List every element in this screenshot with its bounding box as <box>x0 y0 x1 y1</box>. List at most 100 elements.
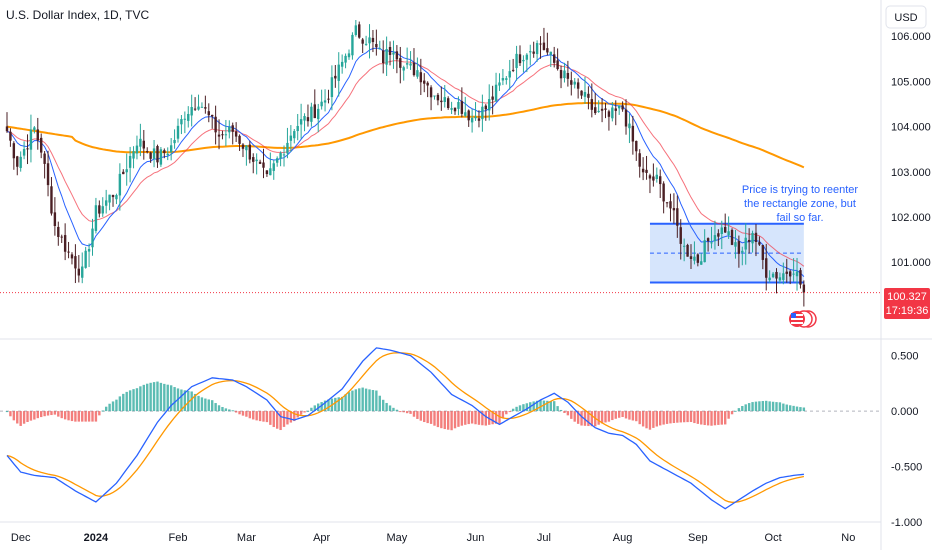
macd-histogram-bar <box>423 411 426 423</box>
candle-body <box>299 119 303 125</box>
macd-histogram-bar <box>696 411 700 424</box>
candle-body <box>146 151 149 153</box>
macd-histogram-bar <box>50 411 53 416</box>
candle-body <box>542 42 546 50</box>
macd-histogram-bar <box>19 411 22 426</box>
candle-body <box>371 37 375 43</box>
candle-body <box>156 146 159 163</box>
macd-histogram-bar <box>104 406 108 412</box>
macd-histogram-bar <box>686 411 689 423</box>
candle-body <box>607 111 611 117</box>
macd-histogram-bar <box>788 405 792 412</box>
macd-histogram-bar <box>741 405 744 412</box>
text-annotation[interactable]: Price is trying to reenter the rectangle… <box>742 184 858 224</box>
macd-histogram-bar <box>590 411 594 427</box>
macd-histogram-bar <box>416 411 419 419</box>
candle-body <box>361 39 364 44</box>
macd-histogram-bar <box>563 411 566 413</box>
candle-body <box>173 139 176 144</box>
candle-body <box>717 233 720 237</box>
macd-histogram-bar <box>672 411 676 424</box>
macd-histogram-bar <box>70 411 74 422</box>
macd-histogram-bar <box>368 389 371 412</box>
macd-histogram-bar <box>765 400 768 412</box>
candle-body <box>98 205 101 214</box>
candle-body <box>142 140 145 149</box>
candle-body <box>587 93 590 98</box>
candle-body <box>446 98 450 109</box>
rectangle-zone[interactable] <box>649 222 804 284</box>
macd-histogram-bar <box>193 393 197 412</box>
candle-body <box>70 254 74 259</box>
macd-histogram-bar <box>747 403 751 412</box>
candle-body <box>754 232 758 243</box>
candle-body <box>741 250 744 253</box>
candle-body <box>795 271 799 277</box>
candle-body <box>152 148 156 159</box>
macd-histogram-bar <box>207 399 210 412</box>
price-scale[interactable]: 106.000 105.000 104.000 103.000 102.000 101.0… <box>891 31 931 529</box>
macd-histogram-bar <box>91 411 94 422</box>
candle-body <box>234 131 238 137</box>
macd-histogram-bar <box>234 411 238 413</box>
candle-body <box>553 54 556 63</box>
price-tick-label: 106.000 <box>891 31 931 43</box>
macd-histogram-bar <box>5 411 9 413</box>
candle-body <box>63 235 67 252</box>
candle-body <box>539 43 542 45</box>
candle-body <box>600 108 604 111</box>
macd-histogram-bar <box>604 411 607 423</box>
candle-body <box>529 51 532 53</box>
candle-body <box>347 53 351 58</box>
candle-body <box>522 59 525 62</box>
candle-body <box>508 71 511 78</box>
candle-body <box>788 271 792 277</box>
economic-events-icon[interactable] <box>789 310 817 328</box>
macd-histogram-bar <box>525 403 529 412</box>
candle-body <box>245 145 248 151</box>
macd-histogram-bar <box>460 411 464 426</box>
macd-histogram-bar <box>573 411 576 422</box>
time-scale[interactable]: Dec 2024 Feb Mar Apr May Jun Jul Aug Sep Oct No <box>11 532 855 544</box>
macd-histogram-bar <box>115 399 118 412</box>
candle-body <box>491 96 494 100</box>
macd-histogram-bar <box>631 411 635 421</box>
candle-body <box>423 80 426 84</box>
currency-button[interactable]: USD <box>885 5 927 29</box>
candle-body <box>453 107 457 112</box>
annotation-line-1: Price is trying to reenter <box>742 184 858 196</box>
bar-countdown: 17:19:36 <box>886 305 929 317</box>
time-tick-label: Jun <box>467 532 485 544</box>
macd-histogram-bar <box>443 411 446 430</box>
candle-body <box>696 254 700 263</box>
candle-body <box>720 227 723 234</box>
candle-body <box>515 53 518 69</box>
candle-body <box>768 277 771 281</box>
macd-histogram-bar <box>395 409 399 412</box>
macd-histogram-bar <box>323 400 327 412</box>
candle-body <box>282 154 286 156</box>
macd-histogram-bar <box>282 411 286 427</box>
macd-histogram-bar <box>518 405 522 412</box>
macd-histogram-bar <box>241 411 245 416</box>
macd-histogram-bar <box>347 392 351 412</box>
candle-body <box>525 54 529 60</box>
macd-histogram-bar <box>60 411 63 419</box>
macd-histogram-bar <box>682 411 686 423</box>
candle-body <box>388 46 392 55</box>
macd-histogram-bar <box>570 411 573 419</box>
candle-body <box>532 51 535 54</box>
candle-body <box>238 135 241 144</box>
candle-body <box>676 208 679 226</box>
macd-histogram-bar <box>156 381 159 412</box>
candle-body <box>57 226 60 237</box>
candle-body <box>771 273 775 278</box>
macd-histogram-bar <box>730 411 734 415</box>
macd-histogram-bar <box>221 407 224 412</box>
candle-body <box>53 212 57 227</box>
candle-body <box>405 63 409 65</box>
macd-histogram-bar <box>299 411 303 415</box>
candle-body <box>689 256 693 259</box>
